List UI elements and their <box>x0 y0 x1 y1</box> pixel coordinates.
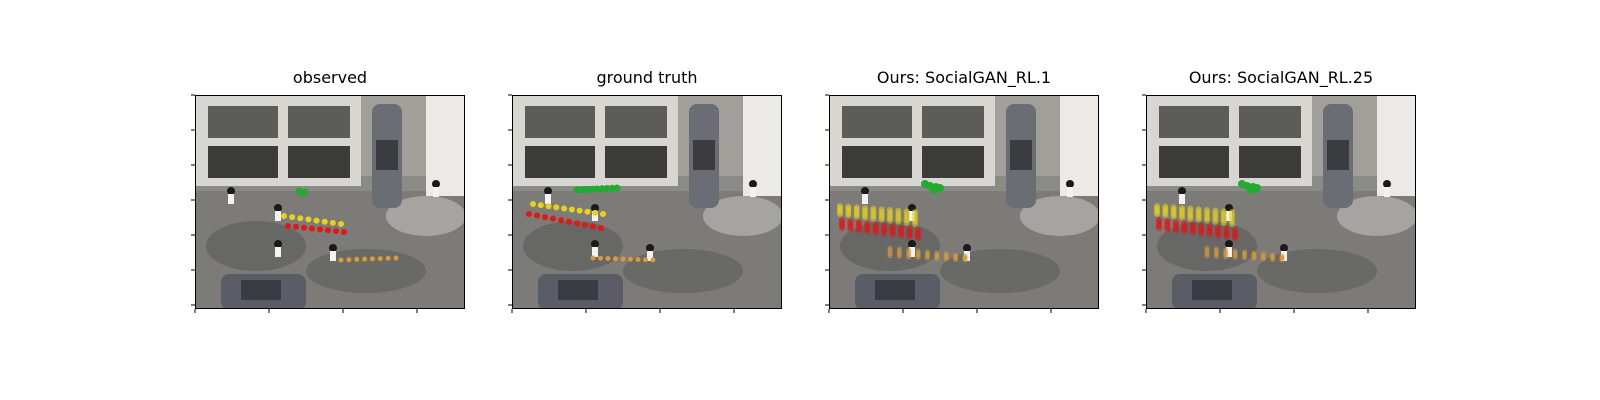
panel-title: Ours: SocialGAN_RL.1 <box>876 68 1052 87</box>
scene-image <box>195 95 465 309</box>
trajectory-overlay <box>513 96 781 308</box>
trajectory-overlay <box>830 96 1098 308</box>
panel: ground truth <box>508 0 812 400</box>
panel: Ours: SocialGAN_RL.1 <box>825 0 1129 400</box>
panel: Ours: SocialGAN_RL.25 <box>1142 0 1446 400</box>
panel-title: ground truth <box>596 68 698 87</box>
panel-title: observed <box>292 68 368 87</box>
panel: observed <box>191 0 495 400</box>
trajectory-overlay <box>1147 96 1415 308</box>
scene-image <box>1146 95 1416 309</box>
scene-image <box>512 95 782 309</box>
panel-title: Ours: SocialGAN_RL.25 <box>1188 68 1374 87</box>
scene-image <box>829 95 1099 309</box>
trajectory-overlay <box>196 96 464 308</box>
